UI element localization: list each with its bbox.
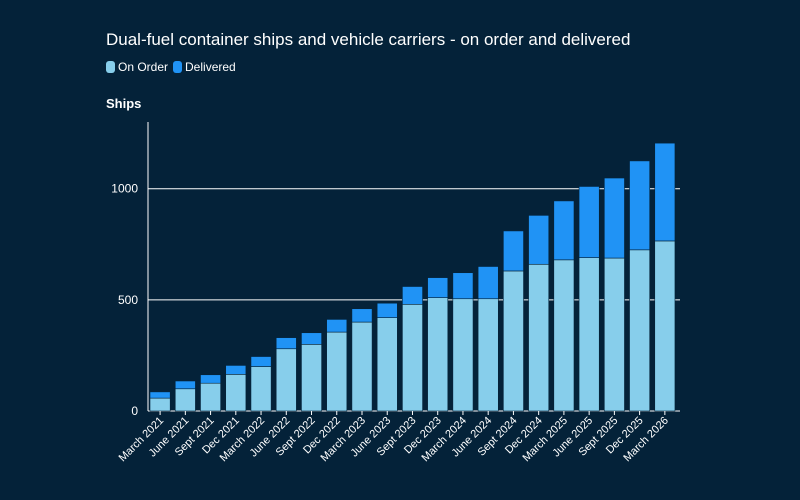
bar-on-order — [225, 374, 247, 412]
bar-on-order — [275, 348, 297, 412]
bar-on-order — [402, 303, 423, 412]
legend-swatch-delivered — [173, 61, 183, 73]
bar-delivered — [528, 215, 550, 265]
bar-delivered — [225, 365, 247, 375]
bar-delivered — [376, 302, 398, 318]
bar-on-order — [503, 270, 524, 412]
bar-on-order — [250, 366, 272, 412]
bar-delivered — [553, 200, 575, 261]
bar-on-order — [477, 298, 499, 412]
bar-on-order — [578, 257, 600, 412]
bar-on-order — [351, 321, 373, 412]
bar-on-order — [603, 257, 625, 412]
bar-on-order — [553, 259, 575, 412]
bar-delivered — [427, 277, 449, 298]
y-tick-label: 500 — [118, 293, 138, 307]
bar-on-order — [200, 382, 221, 412]
bar-delivered — [503, 230, 524, 272]
legend-item-delivered: Delivered — [173, 60, 236, 74]
bar-delivered — [275, 337, 297, 350]
bar-on-order — [629, 249, 651, 412]
bar-on-order — [654, 240, 676, 412]
legend-label-delivered: Delivered — [185, 60, 236, 74]
y-tick-label: 1000 — [111, 182, 138, 196]
bar-on-order — [174, 388, 196, 412]
bar-delivered — [629, 160, 651, 251]
bar-on-order — [528, 263, 550, 412]
bar-delivered — [326, 319, 348, 333]
chart-legend: On Order Delivered — [106, 60, 241, 74]
bar-delivered — [200, 374, 221, 384]
bar-delivered — [250, 356, 272, 367]
bar-delivered — [402, 286, 423, 305]
legend-item-on-order: On Order — [106, 60, 168, 74]
y-tick-label: 0 — [131, 404, 138, 418]
bar-delivered — [149, 391, 171, 399]
bar-delivered — [578, 186, 600, 258]
bar-delivered — [301, 332, 322, 345]
bar-delivered — [654, 142, 676, 242]
legend-label-on-order: On Order — [118, 60, 169, 74]
bar-on-order — [376, 317, 398, 412]
y-axis-label: Ships — [106, 96, 142, 111]
bar-delivered — [452, 272, 474, 300]
bar-on-order — [452, 298, 474, 412]
bar-on-order — [301, 344, 322, 412]
bar-on-order — [427, 297, 449, 412]
legend-swatch-on-order — [106, 61, 115, 73]
bar-delivered — [603, 177, 625, 259]
bar-delivered — [174, 380, 196, 390]
bar-delivered — [351, 308, 373, 323]
bar-on-order — [149, 397, 171, 412]
bar-on-order — [326, 331, 348, 412]
chart-title: Dual-fuel container ships and vehicle ca… — [106, 30, 631, 49]
bar-delivered — [477, 266, 499, 300]
